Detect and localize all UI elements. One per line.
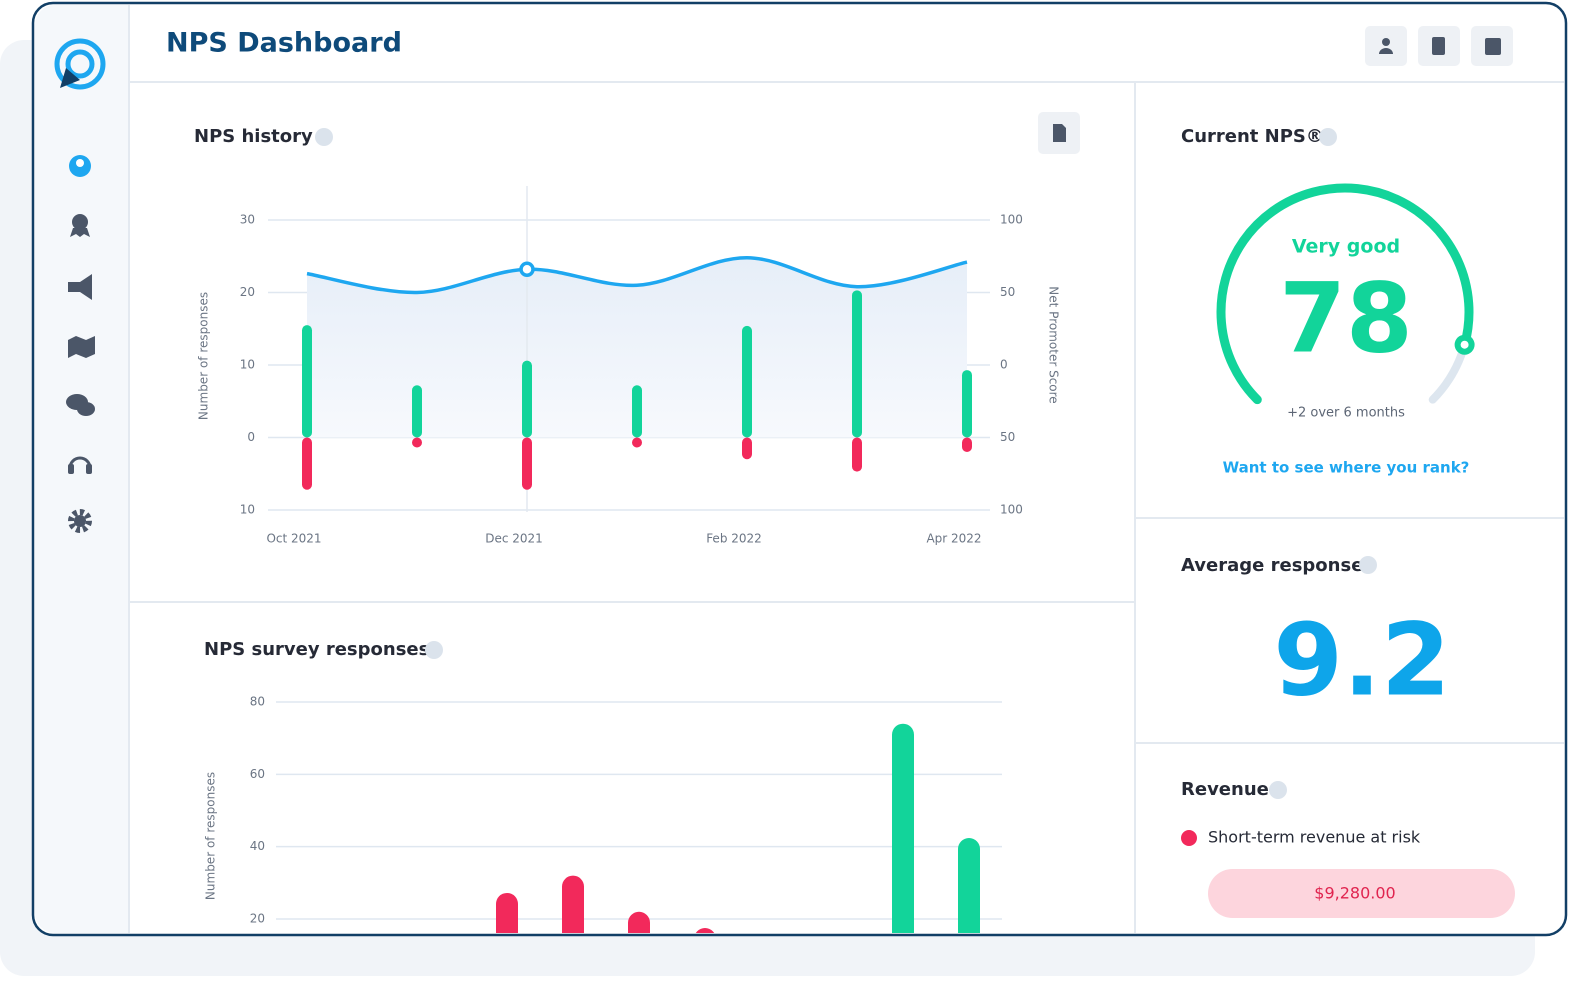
- average-value: 9.2: [1273, 601, 1450, 718]
- legend-label: Short-term revenue at risk: [1208, 828, 1421, 847]
- panel-title: Current NPS®: [1181, 126, 1324, 147]
- download-glyph: [1053, 124, 1066, 142]
- gauge-rating: Very good: [1292, 236, 1400, 258]
- bar: [412, 385, 422, 438]
- panel-title: Revenue: [1181, 779, 1269, 800]
- y-axis-title: Number of responses: [197, 292, 211, 420]
- y-tick-label: 20: [250, 912, 265, 926]
- info-icon[interactable]: [425, 641, 443, 659]
- y-tick-label: 10: [240, 358, 255, 372]
- panel-title: NPS survey responses: [204, 639, 429, 660]
- nav-settings-core: [74, 515, 86, 527]
- x-tick-label: Oct 2021: [266, 532, 321, 546]
- nav-icons: [66, 155, 95, 533]
- nav-map[interactable]: [68, 336, 95, 358]
- nav-chat-2: [77, 402, 95, 416]
- nav-awards[interactable]: [72, 214, 88, 230]
- y2-tick-label: 100: [1000, 503, 1023, 517]
- panel-title: Average response: [1181, 555, 1363, 576]
- info-icons: [315, 128, 1377, 799]
- nps-area: [307, 257, 967, 438]
- calendar-glyph: [1485, 38, 1501, 55]
- nav-profile-glyph: [76, 159, 84, 167]
- info-icon[interactable]: [1269, 781, 1287, 799]
- bar: [852, 437, 862, 472]
- gauge-value-arc: [1216, 183, 1474, 405]
- bar: [962, 437, 972, 452]
- y-tick-label: 30: [240, 213, 255, 227]
- bar: [302, 437, 312, 490]
- bar: [962, 370, 972, 438]
- contacts-glyph: [1432, 37, 1445, 55]
- nav-awards-ribbon: [70, 228, 90, 237]
- bar: [522, 360, 532, 438]
- header-actions: [1038, 26, 1513, 154]
- bar: [412, 437, 422, 448]
- y2-axis-title: Net Promoter Score: [1047, 286, 1061, 403]
- y-tick-label: 20: [240, 285, 255, 299]
- bar: [742, 325, 752, 438]
- y-tick-label: 0: [247, 430, 255, 444]
- info-icon[interactable]: [315, 128, 333, 146]
- y-tick-label: 80: [250, 695, 265, 709]
- nps-line: [306, 255, 968, 295]
- nav-settings[interactable]: [68, 509, 92, 533]
- page-title: NPS Dashboard: [166, 28, 402, 59]
- user-glyph: [1379, 48, 1393, 54]
- bar: [522, 437, 532, 490]
- info-icon[interactable]: [1319, 128, 1337, 146]
- bar: [632, 437, 642, 448]
- gauge-note: +2 over 6 months: [1287, 406, 1405, 421]
- bar: [496, 892, 518, 933]
- nav-campaigns[interactable]: [68, 274, 92, 300]
- user-glyph: [1382, 38, 1390, 46]
- bar: [958, 837, 980, 933]
- y2-tick-label: 50: [1000, 430, 1015, 444]
- highlight-point[interactable]: [519, 261, 535, 278]
- bar: [562, 875, 584, 933]
- panel-title: NPS history: [194, 126, 313, 147]
- bar: [892, 723, 914, 933]
- legend-dot: [1181, 830, 1197, 846]
- y-tick-label: 10: [240, 503, 255, 517]
- y-tick-label: 40: [250, 839, 265, 853]
- bar: [742, 437, 752, 460]
- nav-support-ear: [86, 464, 92, 474]
- x-tick-label: Apr 2022: [926, 532, 981, 546]
- y-tick-label: 60: [250, 767, 265, 781]
- bar: [628, 911, 650, 933]
- gauge-value: 78: [1279, 262, 1413, 374]
- bar: [632, 385, 642, 438]
- gauge-knob-center: [1460, 340, 1469, 349]
- x-tick-label: Dec 2021: [485, 532, 543, 546]
- rank-link[interactable]: Want to see where you rank?: [1223, 459, 1470, 477]
- charts: Number of responses Net Promoter Score100…: [197, 183, 1475, 933]
- info-icon[interactable]: [1359, 556, 1377, 574]
- logo[interactable]: [54, 38, 106, 90]
- y2-tick-label: 0: [1000, 358, 1008, 372]
- nav-support-ear: [68, 464, 74, 474]
- bar: [302, 325, 312, 438]
- revenue-pill: [1208, 869, 1515, 918]
- bar: [852, 290, 862, 438]
- y-axis-title: Number of responses: [204, 772, 218, 900]
- revenue-amount: $9,280.00: [1314, 884, 1395, 903]
- x-tick-label: Feb 2022: [706, 532, 762, 546]
- y2-tick-label: 50: [1000, 285, 1015, 299]
- sidebar: [35, 5, 129, 933]
- y2-tick-label: 100: [1000, 213, 1023, 227]
